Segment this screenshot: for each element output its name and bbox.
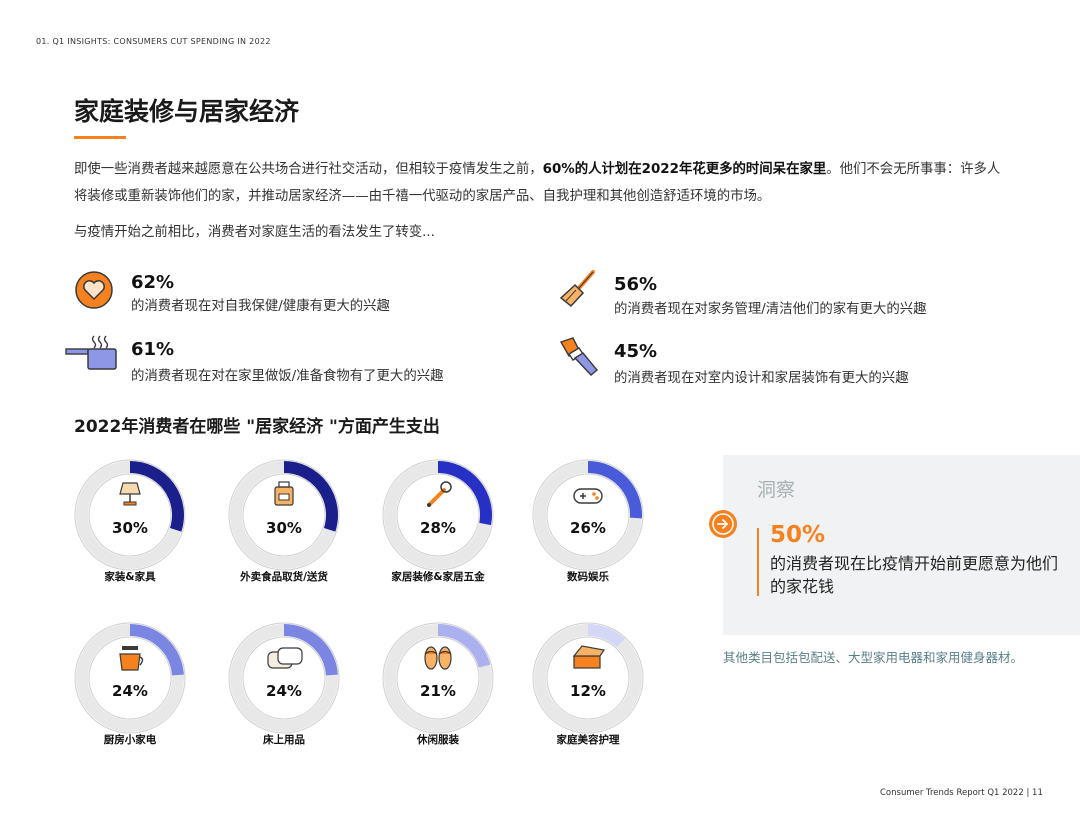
intro-paragraph: 即使一些消费者越来越愿意在公共场合进行社交活动，但相较于疫情发生之前，60%的人… <box>74 156 1004 210</box>
donut-pct: 24% <box>266 682 302 700</box>
donut-pct: 21% <box>420 682 456 700</box>
insight-accent-bar <box>757 528 759 596</box>
donut-home-improvement: 28% 家居装修&家居五金 <box>380 457 496 583</box>
ring-segment <box>283 461 338 532</box>
beauty-box-icon <box>572 645 606 669</box>
donut-takeout: 30% 外卖食品取货/送货 <box>226 457 342 583</box>
donut-label: 厨房小家电 <box>103 734 157 746</box>
gamepad-icon <box>573 488 603 504</box>
donut-home-furnishing: 30% 家装&家具 <box>72 457 188 583</box>
broom-icon <box>557 268 599 310</box>
donut-chart <box>228 459 340 571</box>
cooking-pot-icon <box>64 333 120 373</box>
lead-sentence: 与疫情开始之前相比，消费者对家庭生活的看法发生了转变... <box>74 225 435 240</box>
donut-pct: 24% <box>112 682 148 700</box>
intro-text-2: 。他们不会无所事事：许多人将装修或重新装饰他们的家，并推动居家经济——由千禧一代… <box>74 162 1001 204</box>
other-categories-note: 其他类目包括包配送、大型家用电器和家用健身器材。 <box>723 650 1024 665</box>
donut-pct: 30% <box>112 519 148 537</box>
stat-cooking-pct: 61% <box>131 339 175 360</box>
donut-chart <box>382 459 494 571</box>
section-label: 01. Q1 INSIGHTS: CONSUMERS CUT SPENDING … <box>36 37 271 46</box>
insight-text: 的消费者现在比疫情开始前更愿意为他们的家花钱 <box>770 554 1059 596</box>
stat-cooking-desc: 的消费者现在对在家里做饭/准备食物有了更大的兴趣 <box>131 369 444 384</box>
donut-label: 外卖食品取货/送货 <box>240 571 328 583</box>
donut-chart <box>74 459 186 571</box>
intro-text-1: 即使一些消费者越来越愿意在公共场合进行社交活动，但相较于疫情发生之前， <box>74 162 543 177</box>
donut-chart <box>532 459 644 571</box>
footer-report-name: Consumer Trends Report Q1 2022 | <box>880 788 1030 798</box>
donut-chart <box>532 622 644 734</box>
takeout-bag-icon <box>274 481 294 506</box>
stat-self-care-pct: 62% <box>131 272 175 293</box>
donut-bedding: 24% 床上用品 <box>226 620 342 746</box>
stat-housekeeping-desc: 的消费者现在对家务管理/清洁他们的家有更大的兴趣 <box>614 302 927 317</box>
ring-segment <box>437 461 492 526</box>
donut-label: 床上用品 <box>263 734 305 746</box>
wrench-icon <box>427 481 452 507</box>
stat-interior-pct: 45% <box>614 341 658 362</box>
stat-housekeeping-pct: 56% <box>614 274 658 295</box>
lamp-icon <box>119 482 141 506</box>
spending-heading: 2022年消费者在哪些 "居家经济 "方面产生支出 <box>74 417 440 437</box>
donut-pct: 12% <box>570 682 606 700</box>
coffee-maker-icon <box>119 646 144 671</box>
stat-interior-desc: 的消费者现在对室内设计和家居装饰有更大的兴趣 <box>614 371 909 386</box>
donut-chart <box>74 622 186 734</box>
donut-label: 休闲服装 <box>417 734 459 746</box>
ring-segment <box>129 461 184 532</box>
page-title: 家庭装修与居家经济 <box>74 97 300 126</box>
pillow-icon <box>267 647 303 669</box>
slippers-icon <box>424 646 452 670</box>
donut-pct: 28% <box>420 519 456 537</box>
ring-segment <box>129 624 184 676</box>
arrow-right-icon <box>709 510 737 538</box>
ring-segment <box>587 624 625 648</box>
donut-home-beauty: 12% 家庭美容护理 <box>530 620 646 746</box>
donut-pct: 26% <box>570 519 606 537</box>
donut-label: 家装&家具 <box>104 571 156 583</box>
donut-chart <box>228 622 340 734</box>
page-number: 11 <box>1032 788 1043 798</box>
stat-self-care-desc: 的消费者现在对自我保健/健康有更大的兴趣 <box>131 299 390 314</box>
donut-kitchen-appliances: 24% 厨房小家电 <box>72 620 188 746</box>
intro-highlight: 60%的人计划在2022年花更多的时间呆在家里 <box>542 162 827 177</box>
ring-segment <box>437 624 491 668</box>
title-underline <box>74 136 126 139</box>
donut-leisure-wear: 21% 休闲服装 <box>380 620 496 746</box>
ring-segment <box>587 461 642 519</box>
insight-title: 洞察 <box>757 479 796 501</box>
donut-chart <box>382 622 494 734</box>
donut-label: 数码娱乐 <box>567 571 609 583</box>
donut-digital-entertainment: 26% 数码娱乐 <box>530 457 646 583</box>
insight-panel <box>723 455 1080 635</box>
insight-pct: 50% <box>770 522 826 548</box>
paint-brush-icon <box>557 336 601 378</box>
heart-icon <box>74 270 114 310</box>
donut-label: 家庭美容护理 <box>556 734 620 746</box>
footer: Consumer Trends Report Q1 2022 | 11 <box>880 788 1043 798</box>
donut-label: 家居装修&家居五金 <box>391 571 485 583</box>
donut-pct: 30% <box>266 519 302 537</box>
ring-segment <box>283 624 338 676</box>
